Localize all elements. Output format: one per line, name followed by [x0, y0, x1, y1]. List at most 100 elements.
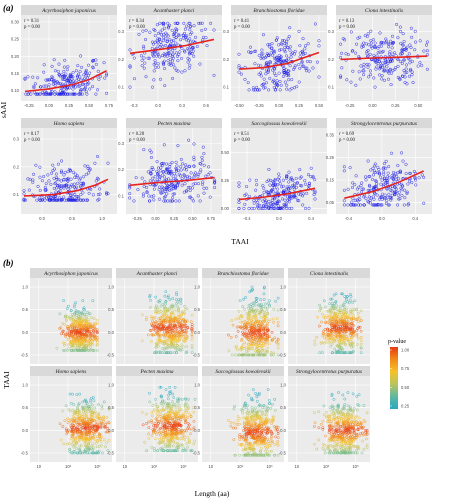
a-point — [399, 182, 403, 186]
a-point — [279, 83, 283, 87]
a-point — [313, 197, 317, 201]
a-point — [75, 194, 79, 198]
a-point — [38, 196, 42, 200]
a-y-tick-label: 0.25 — [221, 178, 230, 183]
a-point — [362, 62, 366, 66]
a-strip-title: Acanthaster planci — [153, 8, 195, 14]
a-point — [182, 167, 187, 171]
a-point — [183, 176, 188, 180]
a-y-tick-label: 0.2 — [118, 167, 124, 172]
a-point — [47, 195, 51, 199]
a-point — [379, 40, 383, 44]
a-point — [272, 196, 276, 200]
a-point — [281, 184, 285, 188]
a-point — [62, 178, 66, 182]
a-point — [170, 199, 174, 203]
a-point — [177, 33, 181, 37]
a-point — [167, 49, 171, 53]
a-point — [149, 155, 153, 159]
a-point — [202, 152, 206, 156]
a-point — [151, 167, 155, 171]
a-point — [406, 182, 410, 186]
a-point — [96, 193, 100, 197]
a-point — [174, 51, 178, 55]
a-point — [285, 42, 289, 46]
a-y-tick-label: 0.25 — [326, 155, 335, 160]
a-point — [213, 186, 217, 190]
b-y-tick-label: 1.0 — [22, 383, 28, 388]
a-point — [355, 198, 359, 202]
a-point — [179, 165, 183, 169]
a-point — [198, 62, 202, 66]
a-point — [371, 38, 375, 42]
a-point — [22, 192, 26, 196]
a-point — [35, 92, 39, 96]
a-point — [386, 77, 391, 81]
a-point — [191, 49, 195, 53]
a-point — [182, 49, 186, 53]
b-y-tick-label: 1.0 — [108, 285, 114, 290]
a-point — [272, 85, 276, 90]
a-point — [273, 177, 277, 181]
a-point — [56, 69, 60, 73]
a-point — [273, 178, 277, 183]
a-point — [409, 67, 413, 71]
a-point — [53, 79, 57, 83]
a-x-tick-label: 0.0 — [155, 103, 161, 108]
a-point — [184, 35, 188, 39]
a-strip-title: Pecten maxima — [156, 121, 190, 127]
a-x-tick-label: -0.25 — [24, 103, 34, 108]
a-point — [261, 199, 265, 203]
a-point — [156, 173, 160, 177]
a-x-tick-label: 0.25 — [295, 103, 304, 108]
a-point — [31, 178, 35, 182]
a-point — [176, 144, 180, 148]
a-point — [364, 196, 368, 200]
a-point — [391, 171, 396, 175]
a-point — [410, 59, 414, 63]
a-point — [191, 46, 196, 50]
a-point — [38, 188, 42, 192]
a-point — [54, 181, 58, 185]
a-point — [188, 21, 192, 25]
a-point — [307, 206, 311, 210]
a-point — [128, 48, 132, 52]
a-point — [200, 155, 204, 159]
a-point — [351, 196, 355, 200]
a-point — [179, 38, 183, 42]
a-point — [132, 56, 136, 60]
a-point — [192, 175, 196, 179]
a-point — [81, 198, 85, 202]
a-point — [416, 64, 420, 68]
a-stat-r: r = 0.51 — [234, 132, 250, 137]
a-point — [182, 173, 186, 177]
a-point — [290, 178, 294, 182]
a-point — [373, 59, 377, 63]
a-point — [296, 198, 300, 202]
a-point — [139, 54, 144, 58]
a-point — [250, 206, 254, 210]
a-y-tick-label: 0.20 — [11, 54, 20, 59]
a-point — [78, 176, 82, 180]
a-point — [47, 78, 51, 82]
a-point — [286, 37, 290, 41]
a-point — [173, 31, 177, 35]
a-point — [79, 54, 83, 58]
a-point — [275, 36, 279, 40]
a-point — [355, 42, 359, 46]
a-point — [88, 87, 92, 91]
a-point — [62, 69, 66, 73]
a-point — [286, 69, 290, 73]
a-point — [369, 41, 374, 45]
a-point — [147, 194, 151, 198]
a-stat-r: r = 0.69 — [339, 132, 355, 137]
a-point — [278, 80, 282, 84]
a-point — [277, 56, 281, 61]
a-point — [290, 86, 294, 90]
a-point — [351, 181, 355, 185]
a-point — [103, 76, 107, 80]
a-point — [400, 193, 404, 197]
a-point — [191, 182, 195, 186]
a-point — [384, 37, 388, 41]
